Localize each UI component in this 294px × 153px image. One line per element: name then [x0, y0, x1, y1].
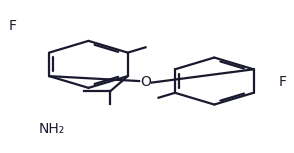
Text: NH₂: NH₂	[39, 122, 65, 136]
Text: F: F	[9, 19, 16, 34]
Text: O: O	[140, 75, 151, 89]
Text: F: F	[279, 75, 287, 89]
